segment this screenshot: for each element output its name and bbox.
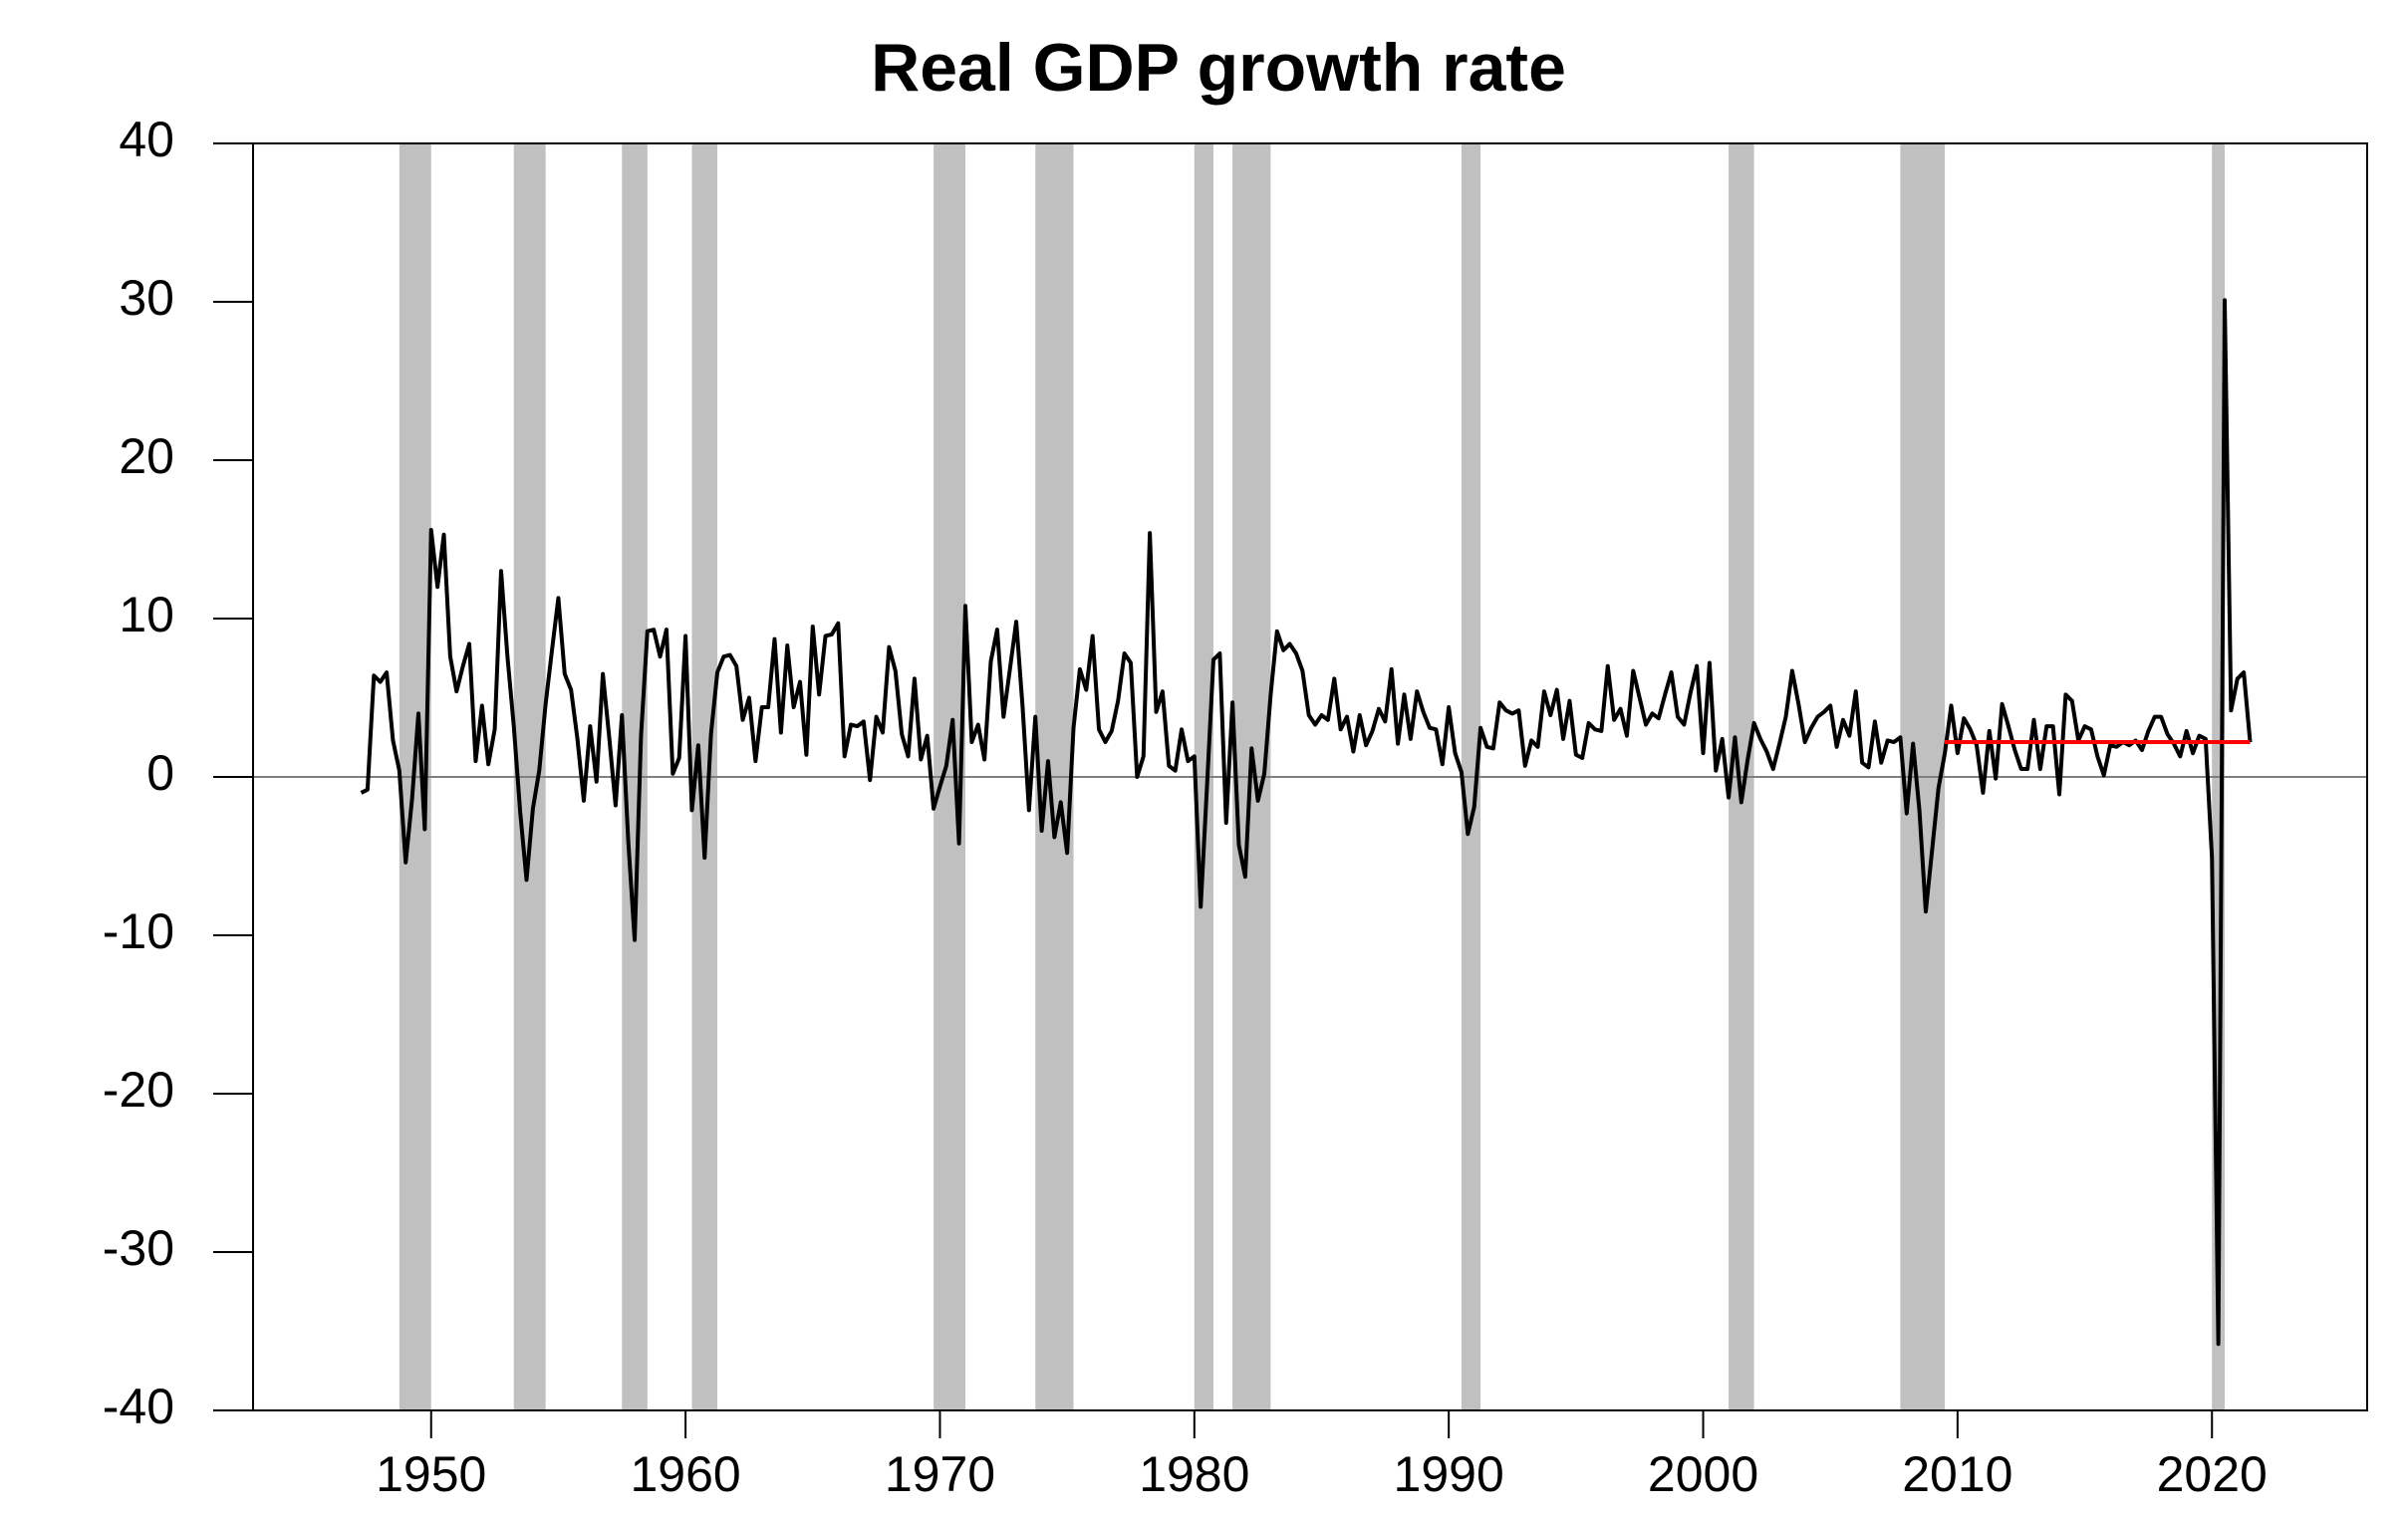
x-tick-label: 2020	[2157, 1446, 2268, 1502]
y-tick-label: -30	[103, 1220, 174, 1276]
y-tick-label: -10	[103, 903, 174, 959]
y-tick-label: -20	[103, 1062, 174, 1118]
x-tick-label: 1990	[1394, 1446, 1504, 1502]
x-tick-label: 1980	[1139, 1446, 1249, 1502]
y-tick-label: 0	[146, 745, 174, 801]
x-tick-label: 1970	[885, 1446, 995, 1502]
y-tick-label: 30	[119, 270, 174, 326]
y-tick-label: 10	[119, 587, 174, 642]
x-tick-label: 2000	[1648, 1446, 1758, 1502]
plot-frame	[252, 142, 2368, 1411]
x-tick-label: 1950	[376, 1446, 486, 1502]
y-tick-label: -40	[103, 1379, 174, 1434]
y-tick-label: 40	[119, 112, 174, 167]
series-line	[360, 298, 2253, 1347]
y-tick-label: 20	[119, 428, 174, 484]
chart-title: Real GDP growth rate	[871, 30, 1566, 106]
x-tick-label: 2010	[1902, 1446, 2012, 1502]
x-tick-label: 1960	[630, 1446, 740, 1502]
